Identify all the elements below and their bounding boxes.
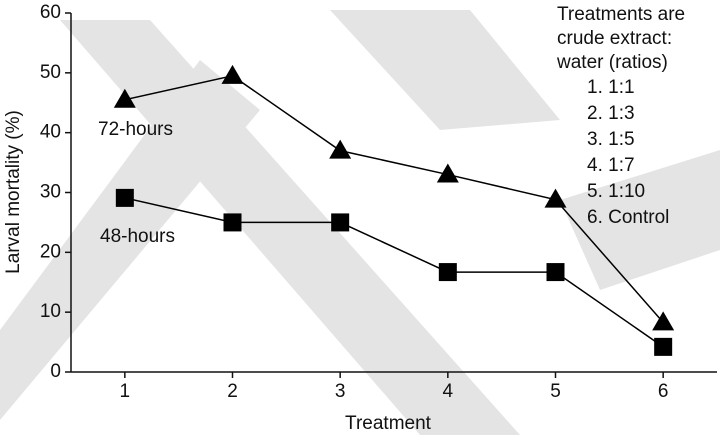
annotation: Treatments are	[557, 4, 685, 25]
annotation: crude extract:	[557, 28, 672, 49]
x-tick-label: 4	[443, 381, 454, 402]
y-tick-label: 10	[40, 301, 61, 322]
y-axis-label: Larval mortality (%)	[3, 110, 24, 274]
annotation-item: 2. 1:3	[587, 103, 635, 124]
marker-triangle	[221, 64, 244, 84]
watermark-stroke	[330, 10, 560, 130]
x-tick-label: 6	[658, 381, 669, 402]
x-tick-label: 2	[227, 381, 238, 402]
series-label: 48-hours	[100, 226, 175, 247]
y-tick-label: 40	[40, 122, 61, 143]
x-tick-label: 5	[550, 381, 561, 402]
y-tick-label: 30	[40, 182, 61, 203]
watermark-stroke	[0, 60, 260, 420]
series-label: 72-hours	[98, 119, 173, 140]
marker-square	[546, 263, 565, 282]
annotation-item: 3. 1:5	[587, 129, 635, 150]
annotation-item: 5. 1:10	[587, 181, 645, 202]
marker-square	[331, 213, 350, 232]
annotation-item: 6. Control	[587, 207, 669, 228]
marker-triangle	[436, 163, 459, 183]
y-tick-label: 60	[40, 2, 61, 23]
x-axis-label: Treatment	[345, 413, 432, 434]
annotation-item: 1. 1:1	[587, 77, 635, 98]
annotation: water (ratios)	[556, 52, 668, 73]
marker-square	[223, 213, 242, 232]
marker-square	[115, 188, 134, 207]
marker-triangle	[652, 311, 675, 331]
watermark-stroke	[560, 150, 720, 290]
series-line	[124, 75, 664, 323]
marker-triangle	[544, 188, 567, 208]
annotation-item: 4. 1:7	[587, 155, 635, 176]
series-line	[124, 197, 664, 348]
x-tick-label: 1	[120, 381, 131, 402]
x-tick-label: 3	[335, 381, 346, 402]
watermark	[0, 10, 720, 435]
marker-triangle	[329, 139, 352, 159]
marker-square	[438, 263, 457, 282]
marker-triangle	[113, 88, 136, 108]
y-tick-label: 50	[40, 62, 61, 83]
marker-square	[654, 337, 673, 356]
y-tick-label: 0	[50, 361, 61, 382]
y-tick-label: 20	[40, 241, 61, 262]
